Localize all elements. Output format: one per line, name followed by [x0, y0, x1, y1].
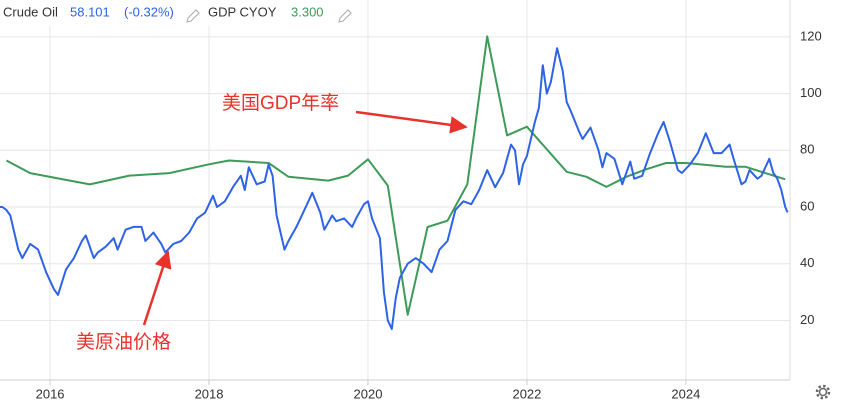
edit-icon[interactable]	[186, 9, 200, 23]
x-tick-label: 2022	[512, 386, 541, 401]
y-tick-label: 80	[800, 142, 814, 157]
x-tick-label: 2020	[354, 386, 383, 401]
line	[5, 35, 786, 316]
legend-name: GDP CYOY	[208, 4, 277, 19]
edit-icon[interactable]	[338, 9, 352, 23]
annotation: 美原油价格	[76, 331, 171, 353]
line	[0, 47, 789, 330]
lines	[0, 35, 789, 330]
grid	[0, 0, 790, 380]
y-tick-label: 40	[800, 255, 814, 270]
annotation-arrow	[142, 250, 172, 326]
y-tick-label: 100	[800, 85, 822, 100]
legend-value: 58.101	[70, 4, 110, 19]
y-tick-label: 20	[800, 312, 814, 327]
annotation-arrow	[355, 110, 468, 134]
y-tick-label: 120	[800, 28, 822, 43]
x-tick-label: 2018	[195, 386, 224, 401]
y-tick-label: 60	[800, 198, 814, 213]
legend-value: 3.300	[291, 4, 324, 19]
annotation: 美国GDP年率	[222, 92, 339, 114]
legend-bg	[0, 0, 365, 26]
legend-name: Crude Oil	[3, 4, 58, 19]
x-tick-label: 2024	[671, 386, 700, 401]
legend-change: (-0.32%)	[124, 4, 174, 19]
settings-icon[interactable]	[815, 384, 831, 400]
x-tick-label: 2016	[36, 386, 65, 401]
